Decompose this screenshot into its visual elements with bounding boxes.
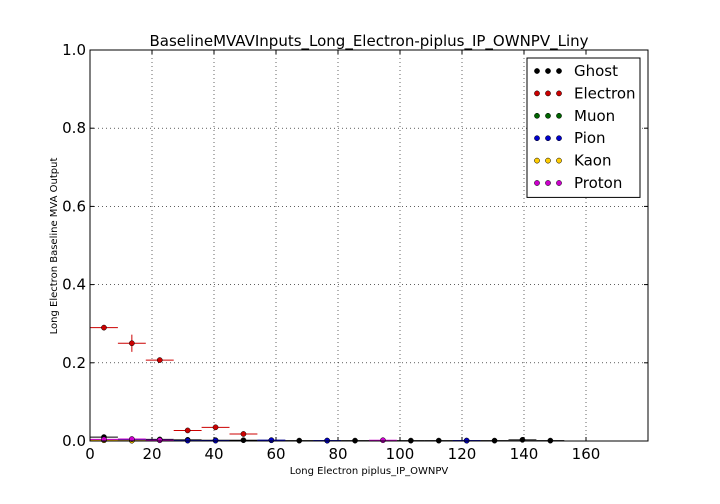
legend-label: Ghost bbox=[574, 62, 618, 80]
x-tick-label: 20 bbox=[142, 445, 161, 463]
chart-title: BaselineMVAVInputs_Long_Electron-piplus_… bbox=[149, 32, 588, 51]
legend-label: Kaon bbox=[574, 152, 611, 170]
legend-marker bbox=[534, 68, 540, 74]
data-point bbox=[380, 437, 386, 444]
x-tick-label: 120 bbox=[448, 445, 477, 463]
x-tick-label: 140 bbox=[510, 445, 539, 463]
data-point bbox=[212, 424, 219, 431]
y-tick-label: 0.6 bbox=[62, 197, 86, 215]
legend-marker bbox=[534, 180, 540, 186]
data-point bbox=[184, 427, 191, 434]
x-axis-label: Long Electron piplus_IP_OWNPV bbox=[290, 466, 449, 477]
legend-marker bbox=[534, 112, 540, 119]
data-point bbox=[129, 340, 135, 347]
y-tick-label: 1.0 bbox=[62, 41, 86, 59]
legend-marker bbox=[545, 157, 551, 164]
y-tick-label: 0.4 bbox=[62, 276, 86, 294]
x-tick-label: 60 bbox=[266, 445, 285, 463]
data-point bbox=[156, 357, 163, 363]
legend-marker bbox=[556, 68, 562, 74]
x-tick-label: 80 bbox=[328, 445, 347, 463]
legend-marker bbox=[556, 157, 562, 164]
y-tick-label: 0.8 bbox=[62, 119, 86, 137]
y-tick-label: 0.0 bbox=[62, 432, 86, 450]
legend-marker bbox=[534, 135, 540, 142]
legend-box bbox=[526, 57, 641, 198]
legend-label: Muon bbox=[574, 107, 615, 125]
legend-marker bbox=[545, 68, 551, 74]
legend-marker bbox=[556, 112, 562, 119]
data-point bbox=[268, 437, 275, 444]
legend-marker bbox=[556, 135, 562, 142]
legend-label: Electron bbox=[574, 84, 636, 102]
y-tick-label: 0.2 bbox=[62, 354, 86, 372]
legend-marker bbox=[545, 180, 551, 186]
data-point bbox=[156, 437, 163, 444]
x-tick-label: 0 bbox=[85, 445, 95, 463]
x-tick-label: 160 bbox=[572, 445, 601, 463]
plot-frame bbox=[89, 49, 649, 442]
data-point bbox=[519, 436, 526, 443]
ticks: 0 20 40 60 80 100 120 140 160 0.0 0.2 0.4 0.6 0.8 1.0 bbox=[62, 41, 648, 463]
x-tick-label: 100 bbox=[386, 445, 415, 463]
x-tick-label: 40 bbox=[204, 445, 223, 463]
legend-marker bbox=[545, 90, 551, 97]
legend-marker bbox=[545, 135, 551, 142]
legend-label: Proton bbox=[574, 174, 622, 192]
data-point bbox=[240, 431, 247, 437]
legend-marker bbox=[534, 157, 540, 164]
legend-label: Pion bbox=[574, 129, 606, 147]
legend-marker bbox=[534, 90, 540, 97]
legend-marker bbox=[556, 180, 562, 186]
series-electron bbox=[90, 324, 258, 437]
y-axis-label: Long Electron Baseline MVA Output bbox=[49, 158, 60, 335]
data-point bbox=[129, 436, 135, 442]
legend: Ghost Electron Muon Pion Kaon Proton bbox=[526, 57, 641, 198]
legend-marker bbox=[545, 112, 551, 119]
data-point bbox=[101, 324, 107, 331]
data-point bbox=[240, 437, 247, 444]
legend-marker bbox=[556, 90, 562, 97]
